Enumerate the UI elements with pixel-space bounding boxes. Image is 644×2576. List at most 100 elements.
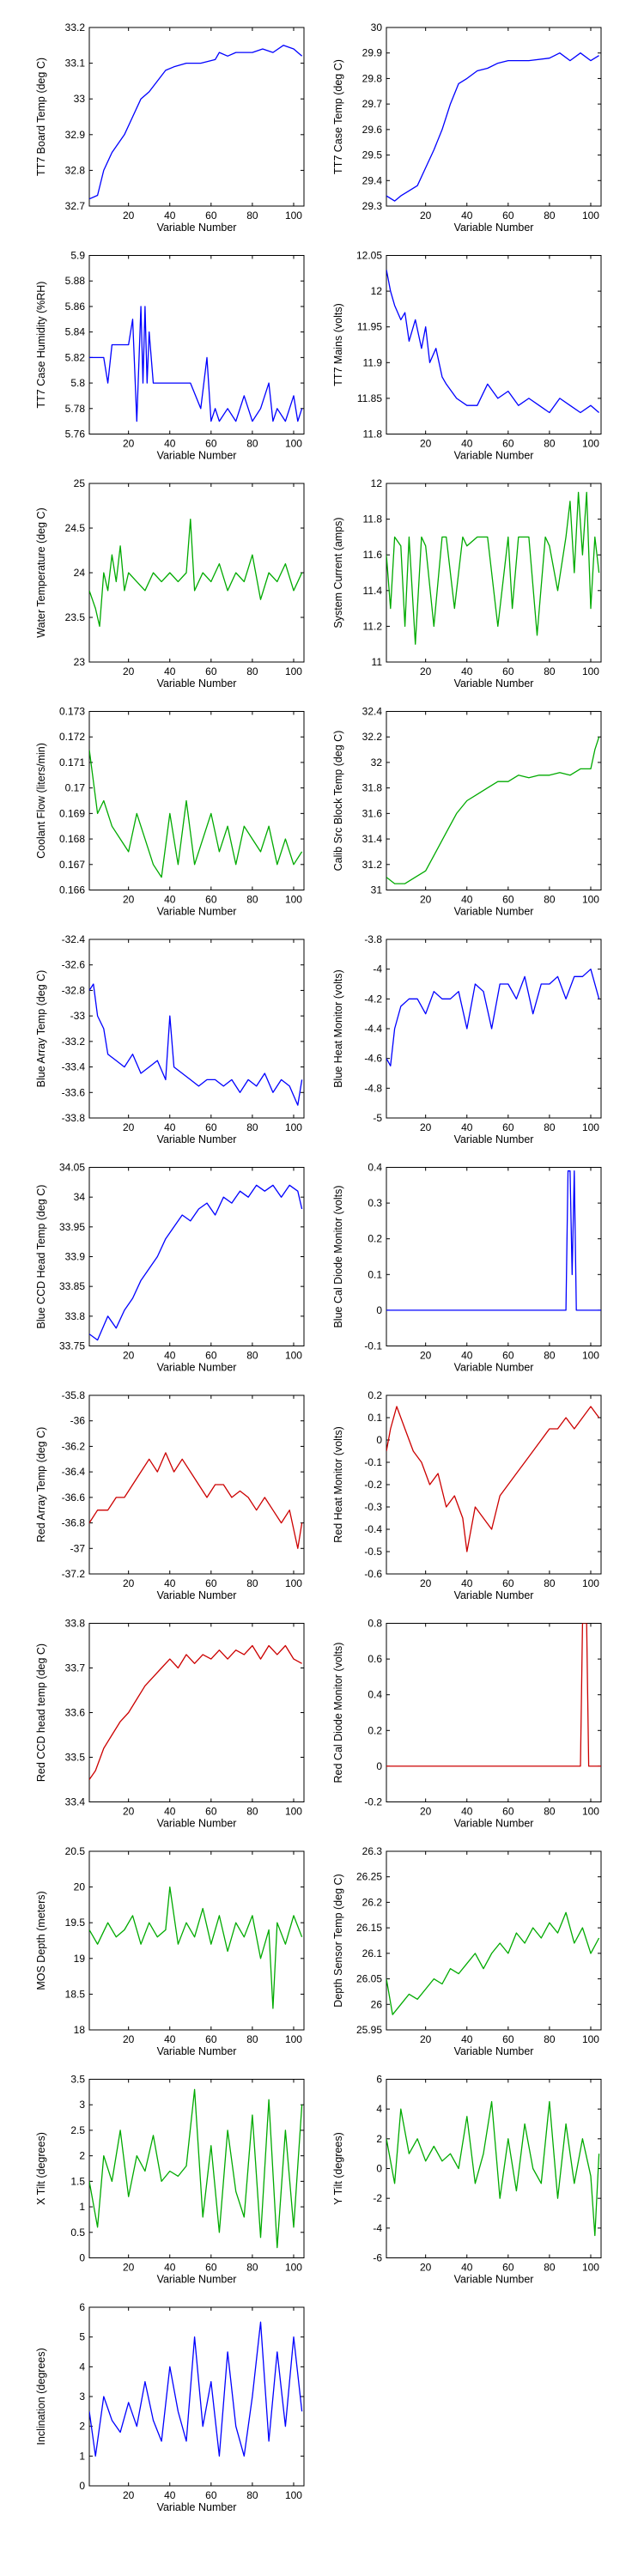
y-tick-label: -3.8 bbox=[364, 933, 382, 945]
chart-3: 20 40 60 80 100 5.76 5.78 5.8 5.82 5.84 5.86 5.88 5.… bbox=[35, 250, 305, 462]
chart-20: 20 40 60 80 100 -6 -4 -2 0 2 4 6 Variable Number Y Ti… bbox=[332, 2074, 602, 2286]
series-line bbox=[89, 983, 303, 1106]
y-tick-label: -5 bbox=[373, 1112, 382, 1124]
x-tick-label: 40 bbox=[461, 894, 473, 906]
y-tick-label: 5 bbox=[79, 2331, 85, 2343]
chart-5: 20 40 60 80 100 23 23.5 24 24.5 25 Variable Number… bbox=[35, 477, 305, 690]
y-tick-label: 29.3 bbox=[362, 200, 383, 212]
x-tick-label: 60 bbox=[205, 438, 217, 450]
y-axis-label: Red CCD head temp (deg C) bbox=[35, 1643, 47, 1782]
y-tick-label: 5.86 bbox=[65, 301, 86, 313]
chart-2: 20 40 60 80 100 29.3 29.4 29.5 29.6 29.7 29.8 29.9 3… bbox=[332, 21, 602, 234]
x-axis-label: Variable Number bbox=[157, 1589, 237, 1601]
y-tick-label: 0.17 bbox=[65, 782, 86, 794]
y-axis-label: Blue CCD Head Temp (deg C) bbox=[35, 1185, 47, 1329]
x-tick-label: 60 bbox=[205, 1806, 217, 1818]
x-tick-label: 40 bbox=[164, 1350, 176, 1362]
x-tick-label: 60 bbox=[502, 438, 514, 450]
y-tick-label: 5.88 bbox=[65, 275, 86, 287]
y-tick-label: 11.2 bbox=[363, 620, 383, 632]
y-tick-label: 26.25 bbox=[356, 1871, 382, 1883]
y-tick-label: 2 bbox=[79, 2150, 85, 2162]
x-tick-label: 60 bbox=[205, 1121, 217, 1133]
y-tick-label: 0.2 bbox=[368, 1233, 382, 1245]
x-axis-label: Variable Number bbox=[454, 450, 534, 462]
x-tick-label: 20 bbox=[123, 2033, 135, 2045]
series-line bbox=[89, 2088, 303, 2249]
x-tick-label: 60 bbox=[205, 2262, 217, 2274]
chart-19: 20 40 60 80 100 0 0.5 1 1.5 2 2.5 3 3.5 Variable Numb… bbox=[35, 2074, 305, 2286]
x-tick-label: 80 bbox=[544, 665, 556, 677]
y-tick-label: 18.5 bbox=[65, 1988, 86, 2000]
series-line bbox=[89, 518, 303, 628]
y-tick-label: 0.4 bbox=[368, 1162, 382, 1174]
x-tick-label: 80 bbox=[246, 1806, 258, 1818]
x-axis-label: Variable Number bbox=[454, 906, 534, 918]
plot-frame bbox=[88, 2306, 305, 2487]
y-axis-label: Coolant Flow (liters/min) bbox=[35, 743, 47, 859]
y-tick-label: 20.5 bbox=[65, 1845, 86, 1857]
plot-frame bbox=[88, 939, 305, 1119]
plot-frame bbox=[88, 1850, 305, 2031]
x-tick-label: 20 bbox=[420, 2262, 432, 2274]
y-tick-label: 0.1 bbox=[368, 1268, 382, 1280]
y-tick-label: 12.05 bbox=[356, 250, 382, 262]
y-tick-label: 3 bbox=[79, 2391, 85, 2403]
y-tick-label: 26.05 bbox=[356, 1973, 382, 1985]
y-tick-label: 34 bbox=[74, 1191, 86, 1203]
chart-21: 20 40 60 80 100 0 1 2 3 4 5 6 Variable Number Inclina… bbox=[35, 2301, 305, 2513]
y-tick-label: 0.172 bbox=[59, 731, 85, 743]
y-tick-label: 6 bbox=[376, 2074, 382, 2086]
x-tick-label: 20 bbox=[123, 2262, 135, 2274]
x-tick-label: 100 bbox=[582, 1121, 599, 1133]
x-tick-label: 20 bbox=[123, 210, 135, 222]
y-tick-label: 25.95 bbox=[356, 2024, 382, 2036]
y-tick-label: -0.3 bbox=[364, 1501, 382, 1513]
y-tick-label: 33.7 bbox=[65, 1662, 86, 1674]
y-tick-label: 0.169 bbox=[59, 807, 85, 819]
plot-frame bbox=[386, 27, 602, 207]
series-line bbox=[386, 737, 600, 884]
y-tick-label: 1 bbox=[79, 2201, 85, 2213]
series-line bbox=[386, 969, 600, 1066]
x-tick-label: 100 bbox=[582, 665, 599, 677]
y-tick-label: 11 bbox=[372, 656, 383, 668]
x-tick-label: 100 bbox=[582, 438, 599, 450]
x-tick-label: 100 bbox=[285, 438, 302, 450]
plot-frame bbox=[88, 711, 305, 890]
x-tick-label: 20 bbox=[123, 1350, 135, 1362]
y-tick-label: 11.95 bbox=[357, 321, 382, 333]
x-tick-label: 100 bbox=[285, 2262, 302, 2274]
y-tick-label: 32.9 bbox=[65, 129, 86, 141]
x-tick-label: 40 bbox=[461, 1806, 473, 1818]
y-tick-label: 26.3 bbox=[362, 1845, 383, 1857]
series-line bbox=[386, 1623, 601, 1767]
x-tick-label: 20 bbox=[420, 665, 432, 677]
y-tick-label: -4 bbox=[373, 963, 382, 975]
x-axis-label: Variable Number bbox=[454, 2274, 534, 2286]
x-tick-label: 60 bbox=[205, 665, 217, 677]
plot-frame bbox=[88, 1623, 305, 1802]
y-tick-label: 4 bbox=[79, 2360, 85, 2372]
y-tick-label: 3 bbox=[79, 2099, 85, 2111]
series-line bbox=[89, 1452, 303, 1549]
y-axis-label: TT7 Board Temp (deg C) bbox=[35, 58, 47, 176]
y-axis-label: TT7 Mains (volts) bbox=[332, 303, 344, 386]
plot-frame bbox=[386, 1850, 602, 2031]
y-tick-label: 33.5 bbox=[65, 1752, 86, 1764]
y-tick-label: 33.9 bbox=[65, 1251, 86, 1263]
y-tick-label: 20 bbox=[74, 1881, 86, 1893]
x-tick-label: 40 bbox=[461, 438, 473, 450]
plot-frame bbox=[386, 711, 602, 890]
x-tick-label: 60 bbox=[205, 2489, 217, 2501]
x-tick-label: 80 bbox=[544, 1806, 556, 1818]
x-tick-label: 60 bbox=[205, 1577, 217, 1589]
series-line bbox=[89, 750, 303, 878]
y-axis-label: Water Temperature (deg C) bbox=[35, 507, 47, 637]
y-tick-label: 2 bbox=[79, 2421, 85, 2433]
y-tick-label: 0.6 bbox=[368, 1653, 382, 1665]
x-tick-label: 20 bbox=[420, 210, 432, 222]
x-tick-label: 40 bbox=[461, 2262, 473, 2274]
chart-12: 20 40 60 80 100 -0.1 0 0.1 0.2 0.3 0.4 Variable Num… bbox=[332, 1162, 602, 1374]
x-tick-label: 40 bbox=[164, 2489, 176, 2501]
